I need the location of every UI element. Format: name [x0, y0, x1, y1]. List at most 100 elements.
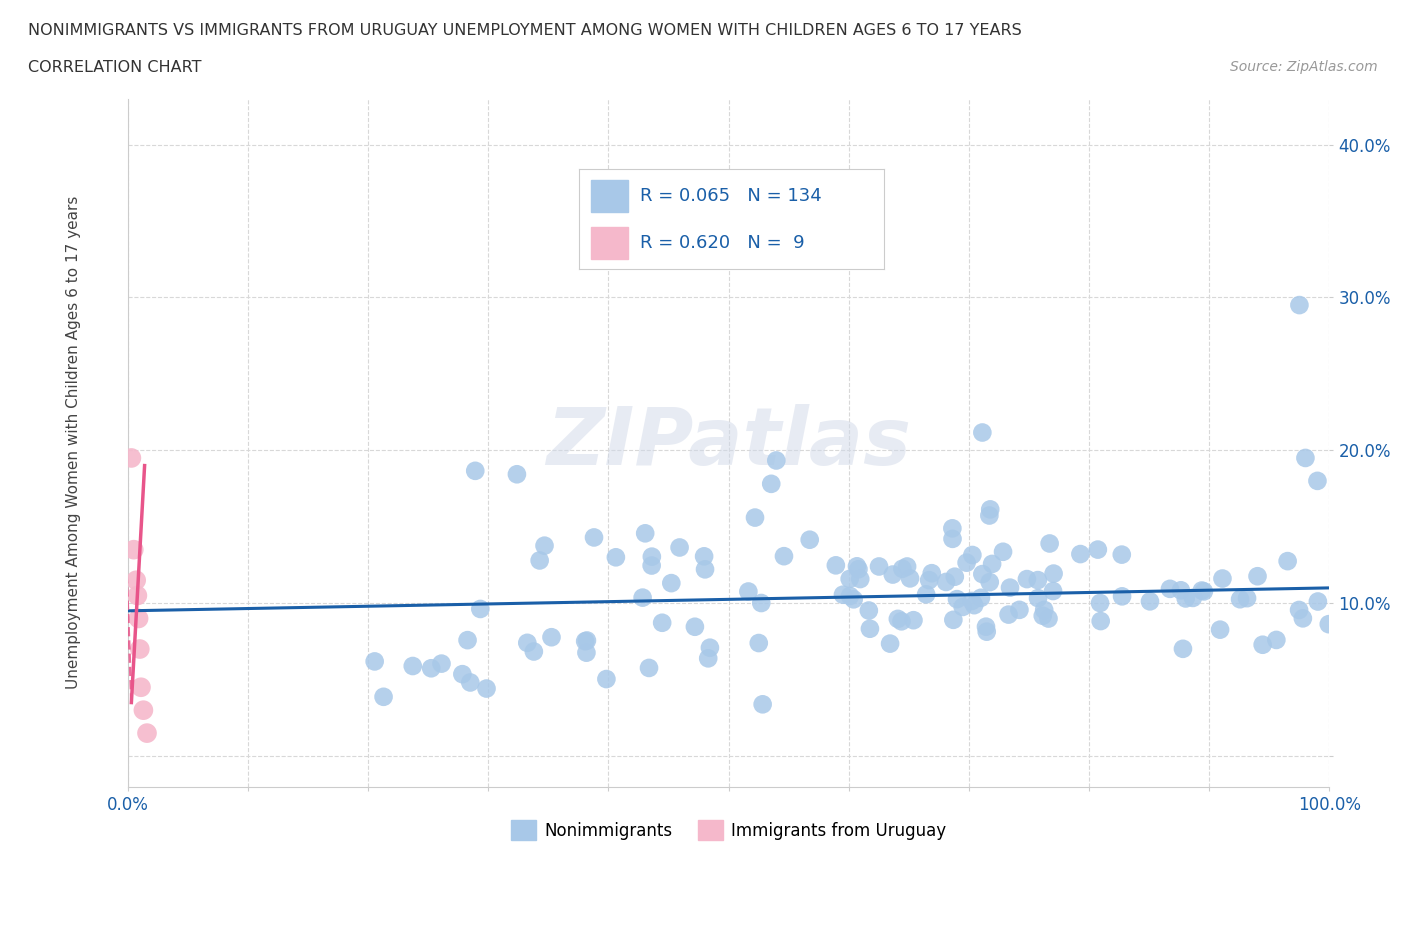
Point: [976, 624, 998, 639]
Point: [979, 508, 1001, 523]
Text: R = 0.065   N = 134: R = 0.065 N = 134: [640, 187, 821, 205]
Point: [1042, 566, 1064, 581]
Point: [605, 550, 627, 565]
Point: [918, 573, 941, 588]
Point: [574, 633, 596, 648]
Point: [1211, 571, 1233, 586]
Point: [921, 565, 943, 580]
Point: [751, 697, 773, 711]
Point: [879, 636, 901, 651]
Point: [896, 559, 918, 574]
Point: [1251, 637, 1274, 652]
Point: [136, 725, 159, 740]
Point: [533, 538, 555, 553]
Point: [1026, 591, 1049, 605]
Point: [1015, 572, 1038, 587]
Point: [935, 575, 957, 590]
Point: [1236, 591, 1258, 605]
Bar: [591, 179, 627, 212]
Point: [693, 562, 716, 577]
Point: [1181, 591, 1204, 605]
Point: [529, 553, 551, 568]
Point: [998, 580, 1021, 595]
Bar: [591, 227, 627, 259]
Point: [765, 453, 787, 468]
Point: [457, 632, 479, 647]
Point: [575, 633, 598, 648]
Point: [898, 571, 921, 586]
Point: [943, 569, 966, 584]
Point: [887, 611, 910, 626]
Text: NONIMMIGRANTS VS IMMIGRANTS FROM URUGUAY UNEMPLOYMENT AMONG WOMEN WITH CHILDREN : NONIMMIGRANTS VS IMMIGRANTS FROM URUGUAY…: [28, 23, 1022, 38]
Point: [773, 549, 796, 564]
Point: [778, 176, 800, 191]
Point: [849, 572, 872, 587]
Point: [420, 661, 443, 676]
Point: [858, 603, 880, 618]
Point: [972, 566, 994, 581]
Point: [122, 542, 145, 557]
Point: [402, 658, 425, 673]
Point: [848, 562, 870, 577]
Point: [1209, 622, 1232, 637]
Point: [1229, 591, 1251, 606]
Point: [120, 450, 142, 465]
Point: [1246, 569, 1268, 584]
Point: [979, 575, 1001, 590]
Point: [132, 703, 155, 718]
Point: [697, 651, 720, 666]
Point: [1265, 632, 1288, 647]
Point: [1292, 611, 1315, 626]
Point: [842, 591, 865, 606]
Point: [799, 532, 821, 547]
Point: [458, 675, 481, 690]
Point: [640, 558, 662, 573]
Text: Unemployment Among Women with Children Ages 6 to 17 years: Unemployment Among Women with Children A…: [66, 196, 82, 689]
Point: [972, 425, 994, 440]
Point: [651, 616, 673, 631]
Point: [1139, 594, 1161, 609]
Point: [868, 559, 890, 574]
Point: [941, 531, 963, 546]
Point: [1170, 583, 1192, 598]
Point: [891, 562, 914, 577]
Point: [955, 555, 977, 570]
Point: [761, 476, 783, 491]
Point: [748, 635, 770, 650]
Point: [634, 525, 657, 540]
Point: [1277, 553, 1299, 568]
Point: [1288, 603, 1310, 618]
Point: [1088, 595, 1111, 610]
Point: [1069, 547, 1091, 562]
Point: [582, 530, 605, 545]
Text: R = 0.620   N =  9: R = 0.620 N = 9: [640, 234, 804, 252]
Point: [890, 614, 912, 629]
Point: [373, 689, 395, 704]
Point: [1042, 584, 1064, 599]
Point: [659, 576, 682, 591]
Point: [981, 556, 1004, 571]
Point: [1032, 608, 1054, 623]
Point: [962, 548, 984, 563]
Point: [1174, 591, 1197, 605]
Point: [952, 600, 974, 615]
Point: [430, 657, 453, 671]
Point: [693, 549, 716, 564]
Point: [1008, 603, 1031, 618]
Point: [845, 559, 868, 574]
Point: [575, 645, 598, 660]
Point: [1171, 642, 1194, 657]
Point: [363, 654, 385, 669]
Point: [638, 660, 661, 675]
Point: [1159, 581, 1181, 596]
Point: [641, 550, 664, 565]
Point: [737, 584, 759, 599]
Point: [1033, 603, 1056, 618]
Point: [1191, 583, 1213, 598]
Point: [595, 671, 617, 686]
Point: [824, 558, 846, 573]
Point: [1038, 611, 1060, 626]
Point: [128, 611, 150, 626]
Point: [991, 544, 1014, 559]
Point: [1306, 594, 1329, 609]
